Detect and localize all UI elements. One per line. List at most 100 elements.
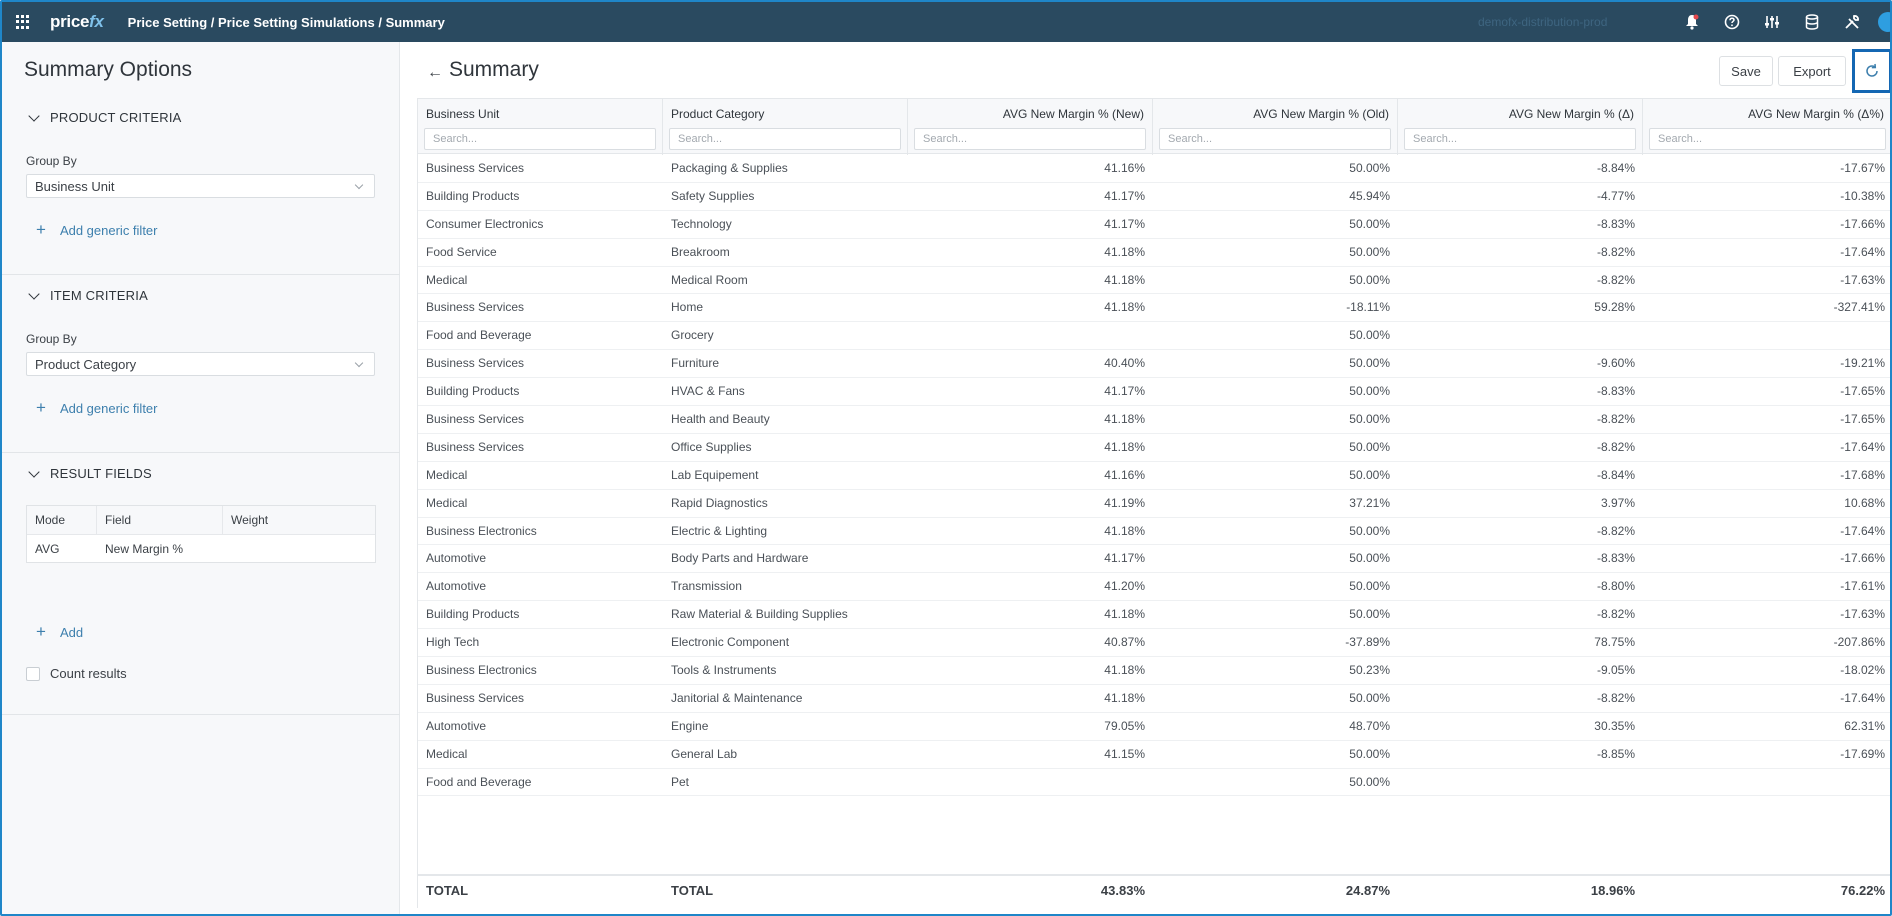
cell-avg-margin-new: 41.18%: [1104, 439, 1145, 454]
table-row[interactable]: Business Electronics Tools & Instruments 4…: [418, 657, 1890, 685]
chevron-down-icon: [354, 358, 364, 368]
save-button[interactable]: Save: [1719, 56, 1773, 86]
column-header-avg-margin-delta-pct[interactable]: AVG New Margin % (Δ%): [1643, 99, 1890, 155]
cell-avg-margin-new: 41.16%: [1104, 467, 1145, 482]
notification-bell-icon[interactable]: [1682, 12, 1702, 32]
cell-avg-margin-new: 41.18%: [1104, 412, 1145, 427]
table-row[interactable]: Business Services Furniture 40.40% 50.00% -9…: [418, 350, 1890, 379]
column-header-field[interactable]: Field: [97, 506, 223, 534]
column-header-label[interactable]: Business Unit: [426, 107, 500, 121]
table-row[interactable]: Business Services Health and Beauty 41.18%…: [418, 406, 1890, 434]
product-group-by-select[interactable]: Business Unit: [26, 174, 375, 198]
table-row[interactable]: Building Products Raw Material & Building…: [418, 601, 1890, 630]
database-icon[interactable]: [1802, 12, 1822, 32]
add-result-field-label: Add: [59, 624, 84, 640]
column-header-weight[interactable]: Weight: [231, 513, 269, 527]
count-results-label: Count results: [50, 666, 127, 681]
column-header-label[interactable]: AVG New Margin % (Δ%): [1748, 107, 1884, 121]
column-search-input[interactable]: [914, 128, 1146, 150]
column-header-avg-margin-delta[interactable]: AVG New Margin % (Δ): [1398, 99, 1643, 155]
table-row[interactable]: Automotive Transmission 41.20% 50.00% -8.80%…: [418, 573, 1890, 602]
table-row[interactable]: Medical Rapid Diagnostics 41.19% 37.21% 3.97…: [418, 490, 1890, 518]
table-row[interactable]: Automotive Body Parts and Hardware 41.17% 5…: [418, 545, 1890, 574]
export-button[interactable]: Export: [1778, 56, 1846, 86]
divider: [2, 274, 400, 275]
column-search-input[interactable]: [1649, 128, 1886, 150]
table-row[interactable]: Business Services Janitorial & Maintenanc…: [418, 685, 1890, 713]
add-product-filter-label: Add generic filter: [59, 222, 158, 238]
product-criteria-toggle[interactable]: PRODUCT CRITERIA: [28, 109, 182, 125]
count-results-checkbox[interactable]: Count results: [26, 666, 127, 681]
column-header-product-category[interactable]: Product Category: [663, 99, 908, 155]
cell-avg-margin-old: 50.00%: [1349, 412, 1390, 427]
cell-avg-margin-new: 41.19%: [1104, 495, 1145, 510]
app-grid-icon[interactable]: [16, 15, 30, 29]
checkbox-box[interactable]: [26, 666, 40, 681]
result-fields-toggle[interactable]: RESULT FIELDS: [28, 465, 152, 481]
column-header-mode[interactable]: Mode: [27, 506, 97, 534]
column-header-label[interactable]: AVG New Margin % (New): [1002, 107, 1144, 121]
cell-avg-margin-old: 50.00%: [1349, 607, 1390, 622]
item-criteria-toggle[interactable]: ITEM CRITERIA: [28, 287, 148, 303]
column-search-input[interactable]: [669, 128, 901, 150]
refresh-button[interactable]: [1852, 49, 1890, 93]
result-field-row[interactable]: AVG New Margin %: [27, 534, 375, 562]
table-row[interactable]: Medical Medical Room 41.18% 50.00% -8.82% -17…: [418, 267, 1890, 295]
table-body: Business Services Packaging & Supplies 41.…: [418, 155, 1890, 797]
table-row[interactable]: High Tech Electronic Component 40.87% -37.8…: [418, 629, 1890, 658]
table-row[interactable]: Business Electronics Electric & Lighting 4…: [418, 518, 1890, 546]
column-header-avg-margin-new[interactable]: AVG New Margin % (New): [908, 99, 1153, 155]
cell-avg-margin-delta-pct: -17.69%: [1840, 746, 1885, 761]
cell-business-unit: Business Electronics: [426, 663, 537, 678]
sliders-icon[interactable]: [1762, 12, 1782, 32]
cell-product-category: Transmission: [671, 579, 742, 594]
back-arrow-icon[interactable]: ←: [427, 64, 443, 81]
cell-avg-margin-delta: -8.84%: [1596, 161, 1635, 175]
chevron-down-icon: [28, 109, 40, 122]
cell-avg-margin-delta-pct: -327.41%: [1833, 300, 1885, 315]
column-search-input[interactable]: [1404, 128, 1636, 150]
user-avatar[interactable]: [1878, 12, 1890, 32]
help-icon[interactable]: [1722, 12, 1742, 32]
table-row[interactable]: Business Services Home 41.18% -18.11% 59.28%…: [418, 294, 1890, 323]
cell-product-category: Safety Supplies: [671, 188, 755, 203]
column-header-business-unit[interactable]: Business Unit: [418, 99, 663, 155]
cell-avg-margin-new: 41.20%: [1104, 579, 1145, 594]
add-result-field-link[interactable]: + Add: [36, 622, 83, 642]
page-title: Summary: [449, 58, 539, 81]
top-bar: pricefx Price Setting / Price Setting Si…: [2, 2, 1890, 42]
table-row[interactable]: Building Products HVAC & Fans 41.17% 50.00%…: [418, 378, 1890, 407]
app-logo[interactable]: pricefx: [50, 12, 104, 31]
item-group-by-select[interactable]: Product Category: [26, 352, 375, 376]
column-header-avg-margin-old[interactable]: AVG New Margin % (Old): [1153, 99, 1398, 155]
cell-product-category: Pet: [671, 774, 690, 789]
cell-business-unit: Business Services: [426, 300, 525, 315]
table-row[interactable]: Consumer Electronics Technology 41.17% 50.0…: [418, 211, 1890, 239]
table-row[interactable]: Automotive Engine 79.05% 48.70% 30.35% 62.31%: [418, 713, 1890, 741]
add-item-filter-link[interactable]: + Add generic filter: [36, 398, 158, 418]
table-row[interactable]: Business Services Office Supplies 41.18% 50…: [418, 434, 1890, 462]
divider: [2, 714, 400, 715]
table-row[interactable]: Medical Lab Equipement 41.16% 50.00% -8.84% -…: [418, 462, 1890, 490]
cell-avg-margin-new: 41.17%: [1104, 216, 1145, 231]
table-row[interactable]: Building Products Safety Supplies 41.17% 45…: [418, 183, 1890, 211]
cell-avg-margin-delta-pct: -17.63%: [1840, 272, 1885, 287]
table-row[interactable]: Food and Beverage Pet 50.00%: [418, 769, 1890, 797]
table-row[interactable]: Food and Beverage Grocery 50.00%: [418, 322, 1890, 351]
chevron-down-icon: [28, 465, 40, 478]
add-product-filter-link[interactable]: + Add generic filter: [36, 220, 158, 240]
column-header-label[interactable]: Product Category: [671, 107, 765, 121]
column-search-input[interactable]: [424, 128, 656, 150]
column-search-input[interactable]: [1159, 128, 1391, 150]
cell-avg-margin-new: 41.18%: [1104, 300, 1145, 315]
result-field-name: New Margin %: [105, 541, 184, 556]
column-header-label[interactable]: AVG New Margin % (Δ): [1508, 107, 1634, 121]
summary-main: ← Summary Save Export Business Unit Produ…: [401, 42, 1890, 914]
table-row[interactable]: Business Services Packaging & Supplies 41.…: [418, 155, 1890, 183]
column-header-label[interactable]: AVG New Margin % (Old): [1253, 107, 1389, 121]
cell-product-category: General Lab: [671, 746, 738, 761]
table-row[interactable]: Medical General Lab 41.15% 50.00% -8.85% -17.…: [418, 741, 1890, 769]
cell-business-unit: Business Services: [426, 690, 525, 705]
table-row[interactable]: Food Service Breakroom 41.18% 50.00% -8.82% -…: [418, 239, 1890, 267]
tools-icon[interactable]: [1842, 12, 1862, 32]
